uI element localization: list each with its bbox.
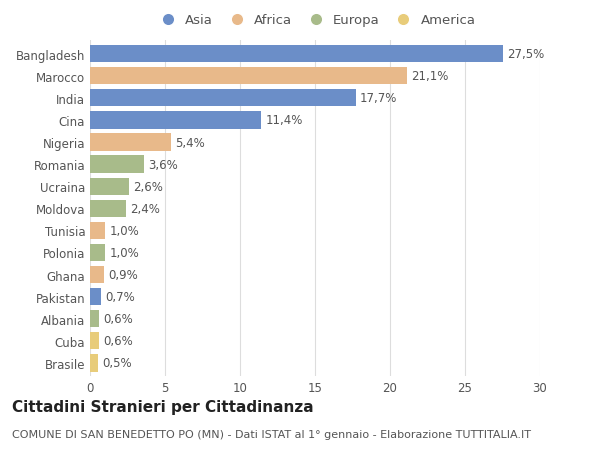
Bar [90,200,126,218]
Text: 5,4%: 5,4% [176,136,205,149]
Text: Cittadini Stranieri per Cittadinanza: Cittadini Stranieri per Cittadinanza [12,399,314,414]
Bar [90,244,105,262]
Text: 17,7%: 17,7% [360,92,397,105]
Text: 3,6%: 3,6% [149,158,178,171]
Bar [90,310,99,328]
Bar [90,46,503,63]
Bar [90,178,129,196]
Bar [90,266,104,284]
Text: 0,9%: 0,9% [108,269,138,281]
Text: 2,6%: 2,6% [133,180,163,193]
Text: 1,0%: 1,0% [110,246,139,259]
Bar [90,288,101,306]
Bar [90,354,97,372]
Text: 2,4%: 2,4% [131,202,160,215]
Text: 0,6%: 0,6% [104,313,133,325]
Bar [90,134,171,151]
Text: 0,5%: 0,5% [102,357,131,369]
Bar [90,68,407,85]
Bar [90,156,144,174]
Text: 0,7%: 0,7% [105,291,135,303]
Bar [90,222,105,240]
Bar [90,332,99,350]
Bar [90,90,355,107]
Text: 21,1%: 21,1% [411,70,448,83]
Text: COMUNE DI SAN BENEDETTO PO (MN) - Dati ISTAT al 1° gennaio - Elaborazione TUTTIT: COMUNE DI SAN BENEDETTO PO (MN) - Dati I… [12,429,531,439]
Text: 1,0%: 1,0% [110,224,139,237]
Text: 11,4%: 11,4% [265,114,303,127]
Bar [90,112,261,129]
Legend: Asia, Africa, Europa, America: Asia, Africa, Europa, America [151,11,479,31]
Text: 0,6%: 0,6% [104,335,133,347]
Text: 27,5%: 27,5% [507,48,544,61]
